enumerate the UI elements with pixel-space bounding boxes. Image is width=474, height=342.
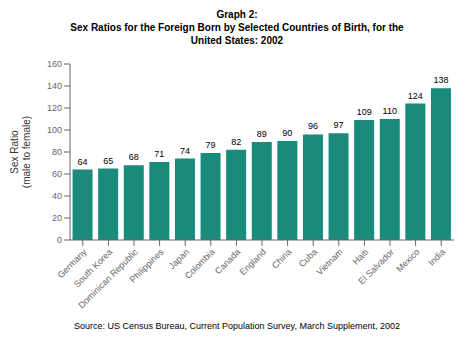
svg-text:India: India xyxy=(426,247,447,268)
svg-text:89: 89 xyxy=(257,129,267,139)
svg-text:Philippines: Philippines xyxy=(128,247,166,285)
svg-text:England: England xyxy=(238,247,268,277)
svg-text:90: 90 xyxy=(282,128,292,138)
html-text:Graph 2:: Graph 2: xyxy=(216,9,258,20)
svg-text:64: 64 xyxy=(78,157,88,167)
svg-text:20: 20 xyxy=(52,213,62,223)
svg-text:Canada: Canada xyxy=(213,246,243,277)
svg-text:Dominican Republic: Dominican Republic xyxy=(76,246,140,311)
svg-text:120: 120 xyxy=(47,103,62,113)
svg-text:79: 79 xyxy=(206,140,216,150)
svg-text:160: 160 xyxy=(47,59,62,69)
svg-text:124: 124 xyxy=(408,91,423,101)
svg-text:110: 110 xyxy=(383,106,397,116)
svg-text:Colombia: Colombia xyxy=(183,247,217,281)
svg-text:100: 100 xyxy=(47,125,62,135)
svg-text:Vietnam: Vietnam xyxy=(314,247,344,277)
svg-text:South Korea: South Korea xyxy=(71,246,115,290)
svg-text:China: China xyxy=(270,247,294,271)
svg-text:Germany: Germany xyxy=(55,246,89,281)
svg-text:97: 97 xyxy=(334,120,344,130)
svg-text:Mexico: Mexico xyxy=(394,247,421,274)
html-text:Source: US Census Bureau, Curr: Source: US Census Bureau, Current Popula… xyxy=(74,321,400,331)
svg-text:65: 65 xyxy=(103,156,113,166)
svg-text:Haiti: Haiti xyxy=(351,247,371,267)
svg-text:96: 96 xyxy=(308,121,318,131)
svg-text:68: 68 xyxy=(129,152,139,162)
svg-text:0: 0 xyxy=(57,235,62,245)
svg-text:140: 140 xyxy=(47,81,62,91)
svg-text:60: 60 xyxy=(52,169,62,179)
svg-text:80: 80 xyxy=(52,147,62,157)
svg-text:74: 74 xyxy=(180,146,190,156)
html-text:Sex Ratios for the Foreign Bor: Sex Ratios for the Foreign Born by Selec… xyxy=(70,22,404,33)
svg-text:138: 138 xyxy=(433,75,448,85)
svg-text:71: 71 xyxy=(154,149,164,159)
svg-text:El Salvador: El Salvador xyxy=(356,247,396,287)
svg-text:Sex Ratio(male to female): Sex Ratio(male to female) xyxy=(9,116,32,188)
svg-text:Japan: Japan xyxy=(167,247,191,271)
svg-text:40: 40 xyxy=(52,191,62,201)
html-text:United States: 2002: United States: 2002 xyxy=(190,35,284,46)
svg-text:82: 82 xyxy=(231,137,241,147)
svg-text:109: 109 xyxy=(357,107,372,117)
svg-text:Cuba: Cuba xyxy=(297,247,319,269)
